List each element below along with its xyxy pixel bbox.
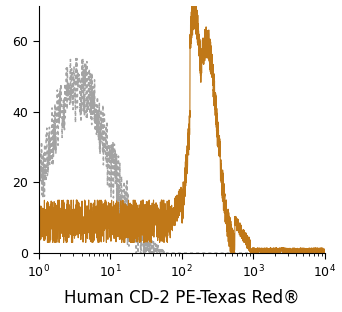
X-axis label: Human CD-2 PE-Texas Red®: Human CD-2 PE-Texas Red® [64, 289, 300, 306]
